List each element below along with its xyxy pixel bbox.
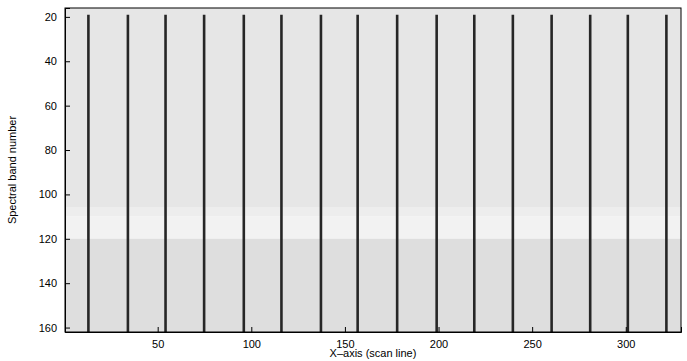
axis-line xyxy=(66,327,682,333)
tick: 120 xyxy=(39,233,70,245)
tick: 160 xyxy=(39,322,70,334)
tick-label: 120 xyxy=(39,233,57,245)
image xyxy=(65,8,681,332)
tick-label: 300 xyxy=(617,338,635,350)
background-band xyxy=(65,8,681,208)
stripe xyxy=(665,15,668,332)
tick-mark xyxy=(65,283,70,284)
tick-mark xyxy=(626,327,627,332)
stripe xyxy=(320,15,323,332)
tick-label: 140 xyxy=(39,277,57,289)
stripe xyxy=(627,15,630,332)
tick-mark xyxy=(65,61,70,62)
tick: 80 xyxy=(45,144,70,156)
tick: 300 xyxy=(617,327,635,350)
stripe xyxy=(512,15,515,332)
tick-mark xyxy=(439,327,440,332)
background-band xyxy=(65,217,681,239)
frame xyxy=(65,8,681,332)
tick-mark xyxy=(65,106,70,107)
tick: 200 xyxy=(430,327,448,350)
chart: 5010015020025030020406080100120140160X–a… xyxy=(0,0,687,361)
plot: 5010015020025030020406080100120140160 xyxy=(39,8,682,350)
tick-label: 200 xyxy=(430,338,448,350)
tick-label: 100 xyxy=(39,188,57,200)
stripe xyxy=(164,15,167,332)
tick: 100 xyxy=(243,327,261,350)
y-axis-title: Spectral band number xyxy=(6,116,18,225)
tick-label: 50 xyxy=(152,338,164,350)
axis-line xyxy=(66,9,71,333)
stripe xyxy=(280,15,283,332)
tick-label: 60 xyxy=(45,100,57,112)
tick-label: 40 xyxy=(45,55,57,67)
tick-mark xyxy=(251,327,252,332)
tick: 40 xyxy=(45,55,70,67)
tick-mark xyxy=(65,239,70,240)
tick-label: 100 xyxy=(243,338,261,350)
tick: 60 xyxy=(45,100,70,112)
stripe xyxy=(87,15,90,332)
stripe xyxy=(243,15,246,332)
stripe xyxy=(356,15,359,332)
stripe xyxy=(550,15,553,332)
tick-label: 160 xyxy=(39,322,57,334)
x-axis-title: X–axis (scan line) xyxy=(330,347,417,359)
stripe xyxy=(203,15,206,332)
tick-label: 20 xyxy=(45,11,57,23)
background-band xyxy=(65,239,681,332)
tick: 20 xyxy=(45,11,70,23)
tick-label: 80 xyxy=(45,144,57,156)
stripe xyxy=(396,15,399,332)
tick-mark xyxy=(65,328,70,329)
tick-mark xyxy=(65,194,70,195)
tick-label: 250 xyxy=(523,338,541,350)
stripe xyxy=(127,15,130,332)
stripe xyxy=(473,15,476,332)
stripe xyxy=(589,15,592,332)
background-band xyxy=(65,208,681,217)
tick-mark xyxy=(345,327,346,332)
tick: 50 xyxy=(152,327,164,350)
tick-mark xyxy=(65,17,70,18)
tick-mark xyxy=(65,150,70,151)
stripe xyxy=(435,15,438,332)
y-axis: 20 40 60 80 100 120 140 160 xyxy=(39,9,70,334)
tick: 100 xyxy=(39,188,70,200)
tick-mark xyxy=(532,327,533,332)
tick: 250 xyxy=(523,327,541,350)
tick: 140 xyxy=(39,277,70,289)
tick-mark xyxy=(158,327,159,332)
